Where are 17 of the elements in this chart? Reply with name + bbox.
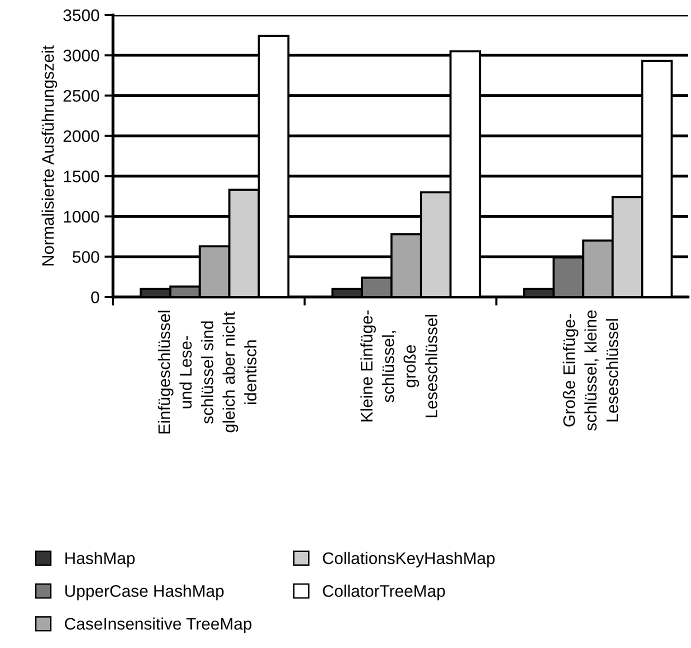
- y-tick-label: 0: [91, 291, 100, 304]
- y-tick-label: 3000: [63, 50, 100, 62]
- legend-label: CollationsKeyHashMap: [322, 552, 495, 568]
- y-tick-label: 1500: [64, 170, 100, 182]
- x-tick-label: Kleine Einfüge- schlüssel, große Leseschlüssel: [360, 310, 438, 422]
- y-tick-label: 1000: [64, 210, 100, 223]
- y-tick-label: 3500: [63, 9, 100, 22]
- y-axis-title: Normalisierte Ausführungszeit: [42, 45, 58, 266]
- y-tick-label: 2000: [64, 130, 100, 142]
- y-tick-label: 2500: [64, 90, 100, 102]
- x-tick-label: Einfügeschlüssel und Lese- schlüssel sind gleich aber nicht identisch: [158, 310, 256, 434]
- legend-label: CollatorTreeMap: [322, 584, 445, 600]
- legend-label: HashMap: [65, 552, 135, 568]
- x-tick-label: Große Einfüge- schlüssel, kleine Leseschlüssel: [562, 310, 618, 431]
- legend-label: CaseInsensitive TreeMap: [64, 617, 252, 633]
- y-tick-label: 500: [72, 251, 100, 263]
- legend-label: UpperCase HashMap: [65, 584, 224, 600]
